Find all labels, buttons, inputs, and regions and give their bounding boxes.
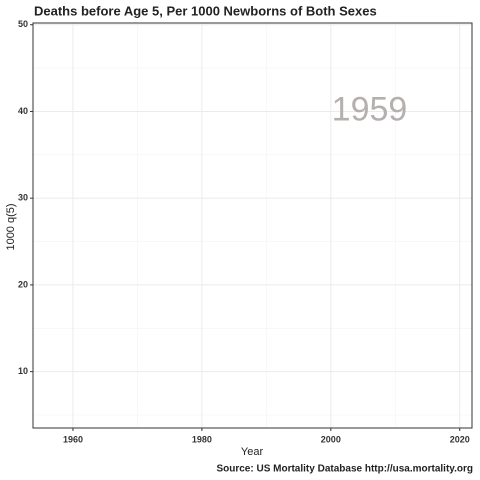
y-tick-label: 40: [18, 106, 28, 116]
y-axis-label: 1000 q(5): [5, 203, 17, 250]
y-tick-label: 10: [18, 366, 28, 376]
x-tick-label: 2020: [450, 434, 470, 444]
y-tick-label: 50: [18, 19, 28, 29]
y-tick-label: 20: [18, 279, 28, 289]
x-axis-label: Year: [241, 446, 264, 458]
year-annotation: 1959: [332, 90, 408, 128]
chart-title: Deaths before Age 5, Per 1000 Newborns o…: [34, 3, 377, 18]
x-tick-label: 1980: [192, 434, 212, 444]
x-tick-label: 1960: [63, 434, 83, 444]
x-tick-label: 2000: [321, 434, 341, 444]
caption: Source: US Mortality Database http://usa…: [216, 464, 473, 475]
panel-border: [32, 22, 473, 429]
y-tick-label: 30: [18, 193, 28, 203]
